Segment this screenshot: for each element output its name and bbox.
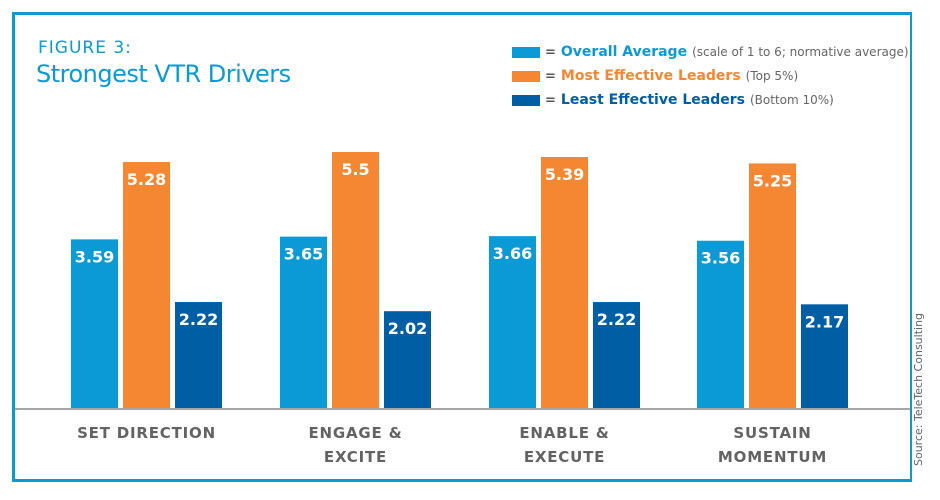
- source-credit: Source: TeleTech Consulting: [912, 312, 925, 466]
- bar-overall-average: [280, 236, 327, 408]
- bar-least-effective-leaders: [801, 304, 848, 408]
- category-label: SET DIRECTION: [77, 424, 216, 442]
- category-label: ENABLE &: [519, 424, 609, 442]
- bar-group: 3.65 5.5 2.02: [280, 151, 431, 408]
- data-label: 3.66: [493, 244, 532, 263]
- legend-swatch: [512, 46, 540, 58]
- bar-most-effective-leaders: [123, 162, 170, 408]
- legend-equals: =: [545, 92, 556, 108]
- data-label: 2.02: [388, 319, 427, 338]
- data-label: 3.56: [701, 249, 740, 268]
- bar-overall-average: [697, 240, 744, 408]
- data-label: 5.5: [341, 160, 369, 179]
- bar-group: 3.59 5.28 2.22: [71, 162, 222, 408]
- legend-name: Most Effective Leaders: [560, 68, 741, 84]
- legend-item-most-effective: = Most Effective Leaders (Top 5%): [512, 64, 909, 88]
- data-label: 5.39: [545, 165, 584, 184]
- category-label: ENGAGE &: [309, 424, 403, 442]
- bar-overall-average: [71, 239, 118, 408]
- legend-note: (Top 5%): [745, 69, 799, 83]
- legend-swatch: [512, 94, 540, 106]
- chart-title: Strongest VTR Drivers: [36, 60, 291, 88]
- legend-item-least-effective: = Least Effective Leaders (Bottom 10%): [512, 88, 909, 112]
- bar-most-effective-leaders: [332, 151, 379, 408]
- legend: = Overall Average (scale of 1 to 6; norm…: [512, 40, 909, 112]
- data-label: 3.59: [75, 247, 114, 266]
- bar-least-effective-leaders: [593, 302, 640, 408]
- bar-most-effective-leaders: [541, 157, 588, 408]
- bar-least-effective-leaders: [175, 302, 222, 408]
- legend-equals: =: [545, 44, 556, 60]
- figure-label: FIGURE 3:: [38, 38, 132, 58]
- bar-least-effective-leaders: [384, 311, 431, 408]
- data-label: 5.25: [753, 171, 792, 190]
- bar-most-effective-leaders: [749, 163, 796, 408]
- bar-overall-average: [489, 236, 536, 408]
- legend-name: Overall Average: [560, 44, 688, 60]
- legend-note: (scale of 1 to 6; normative average): [692, 45, 909, 59]
- figure-frame: [12, 12, 912, 482]
- legend-equals: =: [545, 68, 556, 84]
- category-label: MOMENTUM: [718, 448, 827, 466]
- legend-item-overall-average: = Overall Average (scale of 1 to 6; norm…: [512, 40, 909, 64]
- category-label: EXECUTE: [524, 448, 605, 466]
- data-label: 2.22: [597, 310, 636, 329]
- category-label: EXCITE: [324, 448, 387, 466]
- legend-note: (Bottom 10%): [749, 93, 834, 107]
- data-label: 3.65: [284, 245, 323, 264]
- data-label: 2.22: [179, 310, 218, 329]
- data-label: 5.28: [127, 170, 166, 189]
- legend-name: Least Effective Leaders: [560, 92, 745, 108]
- legend-swatch: [512, 70, 540, 82]
- bar-group: 3.66 5.39 2.22: [489, 157, 640, 408]
- data-label: 2.17: [805, 312, 844, 331]
- category-label: SUSTAIN: [733, 424, 811, 442]
- bar-group: 3.56 5.25 2.17: [697, 163, 848, 408]
